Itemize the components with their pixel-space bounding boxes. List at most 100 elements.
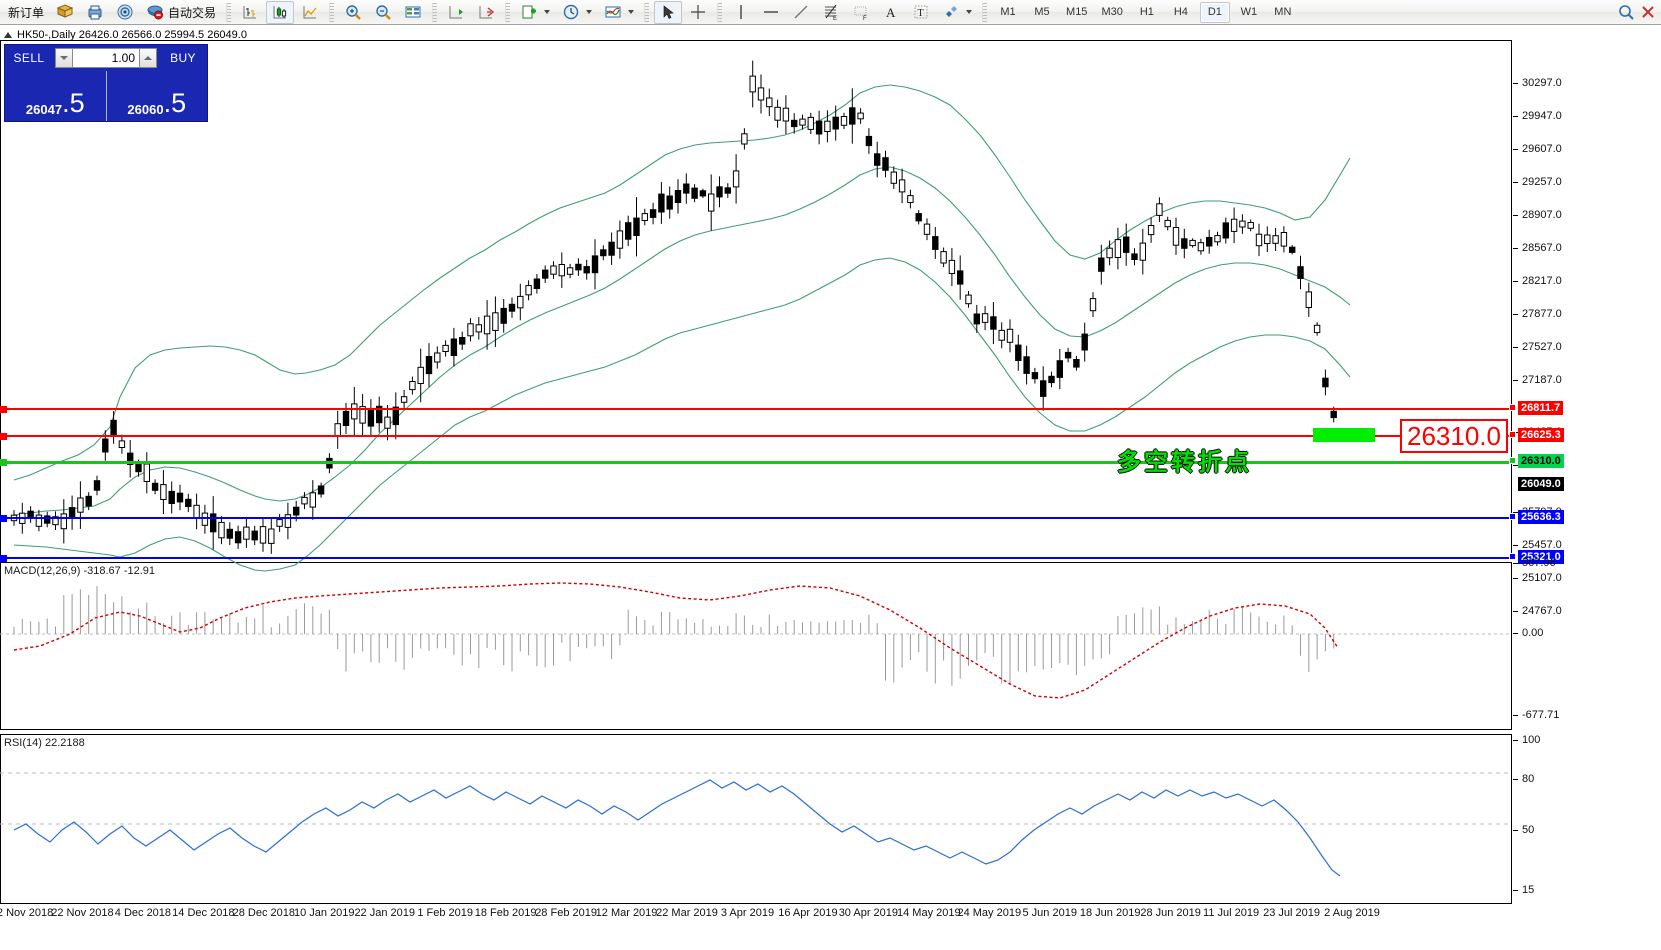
rsi-panel[interactable] — [0, 734, 1512, 904]
tag-handle-support-2[interactable] — [1509, 553, 1516, 560]
price-scale[interactable]: 30297.0 29947.0 29607.0 29257.0 28907.0 … — [1509, 40, 1661, 904]
chevron-down-icon[interactable] — [966, 10, 973, 14]
price-tag-resistance-2[interactable]: 26625.3 — [1518, 428, 1564, 442]
time-axis-label: 3 Apr 2019 — [720, 907, 775, 919]
book-button[interactable] — [51, 1, 79, 24]
macd-panel[interactable] — [0, 562, 1512, 730]
resistance-line-1[interactable] — [0, 408, 1513, 410]
support-line-1[interactable] — [0, 517, 1513, 519]
buy-price-integer: 26060 — [127, 102, 164, 117]
chart-shift-button[interactable] — [442, 1, 470, 24]
templates-button[interactable] — [515, 1, 555, 24]
channel-button[interactable]: F — [847, 1, 875, 24]
volume-stepper[interactable]: 1.00 — [55, 47, 157, 69]
chart-container[interactable]: HK50-,Daily 26426.0 26566.0 25994.5 2604… — [0, 25, 1661, 950]
timeframe-m15[interactable]: M15 — [1066, 6, 1088, 18]
timeframe-h1[interactable]: H1 — [1139, 6, 1154, 18]
crosshair-button[interactable] — [684, 1, 712, 24]
tag-handle-resistance-2[interactable] — [1509, 431, 1516, 438]
price-tag-resistance-1[interactable]: 26811.7 — [1518, 401, 1564, 415]
timeframe-m1[interactable]: M1 — [1000, 6, 1016, 18]
candlestick-button[interactable] — [266, 0, 295, 24]
data-window-button[interactable] — [399, 1, 427, 24]
collapse-triangle-icon[interactable] — [4, 31, 12, 38]
volume-input[interactable]: 1.00 — [73, 48, 139, 68]
timeframe-h4[interactable]: H4 — [1173, 6, 1188, 18]
new-order-button[interactable]: 新订单 — [3, 1, 49, 24]
tick-label: 567.96 — [1522, 557, 1556, 569]
volume-decrement-button[interactable] — [55, 48, 73, 68]
pivot-handle[interactable] — [0, 459, 7, 466]
resistance-1-handle[interactable] — [0, 406, 7, 413]
indicators-button[interactable] — [599, 1, 639, 24]
text-button[interactable]: A — [877, 1, 905, 24]
buy-button[interactable]: 26060 .5 — [107, 71, 208, 121]
signals-button[interactable] — [111, 1, 139, 24]
resistance-2-handle[interactable] — [0, 433, 7, 440]
volume-increment-button[interactable] — [139, 48, 157, 68]
support-line-2[interactable] — [0, 557, 1513, 559]
macd-tick: 567.96 — [1513, 557, 1556, 569]
fibonacci-button[interactable]: E — [817, 1, 845, 24]
toolbar-separator — [432, 2, 438, 22]
tag-handle-support-1[interactable] — [1509, 513, 1516, 520]
price-tick: 29947.0 — [1513, 110, 1562, 122]
svg-text:F: F — [863, 16, 867, 21]
rsi-tick: 15 — [1513, 884, 1534, 896]
chevron-down-icon[interactable] — [544, 10, 551, 14]
price-tag-pivot[interactable]: 26310.0 — [1518, 454, 1564, 468]
tag-handle-resistance-1[interactable] — [1509, 404, 1516, 411]
time-axis-label: 23 Jul 2019 — [1263, 907, 1320, 919]
trade-panel-divider — [105, 71, 107, 121]
bar-chart-button[interactable] — [236, 1, 264, 24]
time-axis-label: 22 Mar 2019 — [656, 907, 718, 919]
tick-label: 24767.0 — [1522, 605, 1562, 617]
chevron-down-icon[interactable] — [628, 10, 635, 14]
chart-header: HK50-,Daily 26426.0 26566.0 25994.5 2604… — [0, 28, 247, 41]
pivot-line[interactable] — [0, 461, 1513, 464]
tick-label: 29947.0 — [1522, 110, 1562, 122]
support-1-handle[interactable] — [0, 515, 7, 522]
one-click-trade-panel[interactable]: SELL 1.00 BUY 26047 .5 26060 .5 — [4, 44, 208, 122]
timeframe-m30[interactable]: M30 — [1101, 6, 1123, 18]
zoom-out-button[interactable] — [369, 1, 397, 24]
timeframe-w1[interactable]: W1 — [1240, 6, 1258, 18]
close-icon[interactable] — [1639, 3, 1657, 21]
support-2-handle[interactable] — [0, 555, 7, 562]
horizontal-line-button[interactable] — [757, 1, 785, 24]
autoscroll-button[interactable] — [472, 1, 500, 24]
tick-dash — [1513, 148, 1518, 150]
timeframe-m5[interactable]: M5 — [1034, 6, 1050, 18]
period-button[interactable] — [557, 1, 597, 24]
time-axis-label: 14 May 2019 — [897, 907, 961, 919]
vertical-line-button[interactable] — [727, 1, 755, 24]
search-icon[interactable] — [1617, 3, 1635, 21]
cursor-button[interactable] — [654, 0, 683, 24]
pivot-marker[interactable] — [1313, 428, 1375, 442]
price-callout-label[interactable]: 26310.0 — [1400, 419, 1508, 453]
line-chart-button[interactable] — [296, 1, 324, 24]
tag-handle-pivot[interactable] — [1509, 457, 1516, 464]
sell-button[interactable]: 26047 .5 — [5, 71, 106, 121]
chevron-down-icon[interactable] — [586, 10, 593, 14]
zoom-in-button[interactable] — [339, 1, 367, 24]
tick-label: 28907.0 — [1522, 209, 1562, 221]
text-label-button[interactable]: T — [907, 1, 935, 24]
price-tag-support-2[interactable]: 25321.0 — [1518, 550, 1564, 564]
resistance-line-2[interactable] — [0, 435, 1513, 437]
price-tag-support-1[interactable]: 25636.3 — [1518, 510, 1564, 524]
autotrade-label: 自动交易 — [168, 5, 217, 20]
objects-button[interactable] — [937, 1, 977, 24]
trendline-button[interactable] — [787, 1, 815, 24]
time-axis-label: 22 Jan 2019 — [354, 907, 415, 919]
time-axis-label: 18 Feb 2019 — [474, 907, 537, 919]
indicators-icon — [605, 6, 621, 18]
sell-label[interactable]: SELL — [13, 51, 45, 65]
chart-annotation-text[interactable]: 多空转折点 — [1117, 448, 1252, 476]
timeframe-mn[interactable]: MN — [1274, 6, 1292, 18]
market-watch-button[interactable] — [81, 1, 109, 24]
autotrade-button[interactable]: 自动交易 — [141, 1, 221, 24]
buy-label[interactable]: BUY — [170, 51, 196, 65]
timeframe-d1[interactable]: D1 — [1199, 1, 1230, 23]
